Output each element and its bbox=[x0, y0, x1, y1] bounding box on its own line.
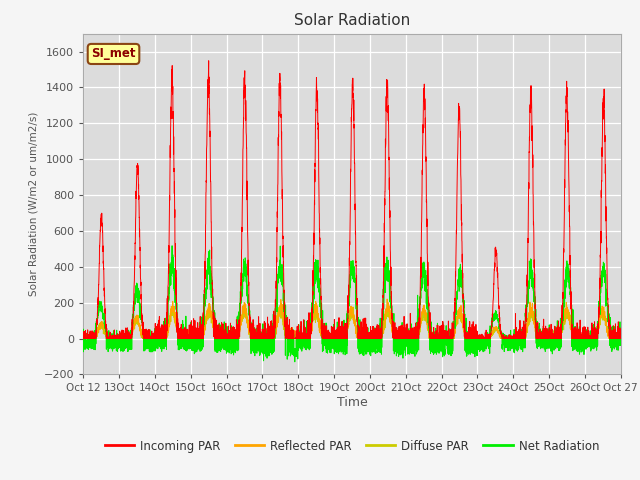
X-axis label: Time: Time bbox=[337, 396, 367, 409]
Text: SI_met: SI_met bbox=[92, 48, 136, 60]
Title: Solar Radiation: Solar Radiation bbox=[294, 13, 410, 28]
Y-axis label: Solar Radiation (W/m2 or um/m2/s): Solar Radiation (W/m2 or um/m2/s) bbox=[28, 112, 38, 296]
Legend: Incoming PAR, Reflected PAR, Diffuse PAR, Net Radiation: Incoming PAR, Reflected PAR, Diffuse PAR… bbox=[100, 435, 604, 457]
